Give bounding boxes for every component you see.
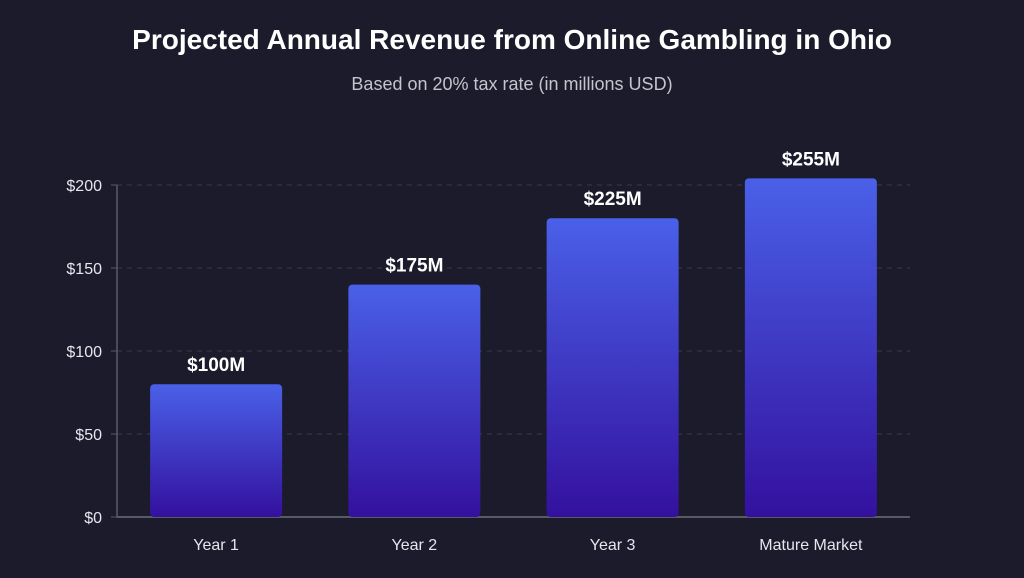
y-tick-label: $200 (66, 178, 102, 195)
bar-value-label: $175M (385, 256, 443, 277)
bar (348, 284, 481, 517)
bars (150, 178, 877, 518)
chart-title: Projected Annual Revenue from Online Gam… (132, 24, 892, 55)
bar (546, 218, 679, 517)
bar-value-label: $255M (782, 149, 840, 170)
x-category-label: Year 3 (590, 537, 636, 554)
y-tick-label: $150 (66, 261, 102, 278)
bar (150, 384, 283, 517)
x-category-label: Year 1 (193, 537, 239, 554)
x-category-label: Mature Market (759, 537, 863, 554)
x-category-label: Year 2 (392, 537, 438, 554)
bar-value-label: $225M (584, 189, 642, 210)
y-tick-label: $50 (75, 427, 102, 444)
bar-value-label: $100M (187, 355, 245, 376)
bar (744, 178, 877, 518)
y-tick-label: $0 (84, 510, 102, 527)
y-tick-label: $100 (66, 344, 102, 361)
chart-subtitle: Based on 20% tax rate (in millions USD) (351, 74, 673, 94)
labels: $0 $50 $100 $150 $200 $100M Year 1 $175M Year 2 $… (66, 149, 863, 554)
